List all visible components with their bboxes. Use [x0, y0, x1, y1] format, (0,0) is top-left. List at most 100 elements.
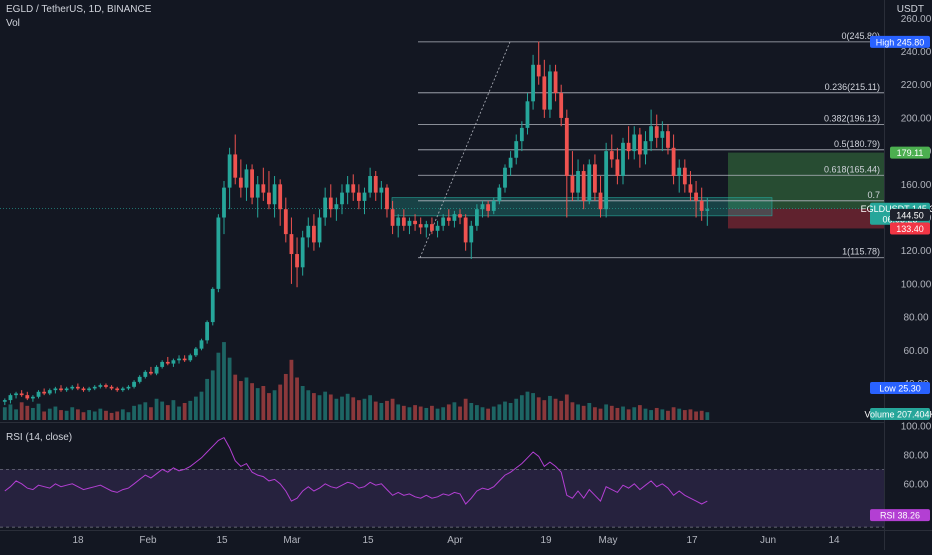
- candle-body: [278, 184, 283, 210]
- volume-bar: [272, 390, 277, 420]
- volume-bar: [261, 386, 266, 420]
- time-tick-label: 15: [216, 535, 228, 546]
- volume-bar: [283, 373, 288, 420]
- candle-body: [2, 400, 7, 402]
- candle-body: [407, 220, 412, 226]
- candle-body: [193, 348, 198, 356]
- candle-body: [25, 395, 30, 399]
- volume-bar: [295, 377, 299, 420]
- candle-body: [59, 388, 63, 391]
- volume-bar: [559, 400, 564, 420]
- volume-bar: [458, 406, 462, 420]
- candle-body: [19, 393, 24, 396]
- candle-body: [491, 200, 496, 211]
- volume-bar: [177, 406, 181, 420]
- candle-body: [238, 177, 243, 188]
- candle-body: [188, 355, 193, 361]
- volume-bar: [250, 383, 254, 420]
- price-tag-label: High 245.80: [876, 37, 925, 47]
- candle-body: [340, 192, 344, 205]
- volume-bar: [149, 407, 153, 420]
- rsi-line: [4, 436, 708, 505]
- candle-body: [362, 192, 367, 201]
- time-tick-label: 19: [540, 535, 552, 546]
- volume-bar: [356, 400, 361, 420]
- candle-body: [356, 192, 361, 201]
- volume-bar: [570, 402, 575, 420]
- volume-bar: [390, 398, 395, 420]
- volume-bar: [328, 394, 333, 420]
- price-tag-bg: [890, 208, 930, 221]
- candle-body: [149, 371, 153, 374]
- candle-body: [306, 225, 311, 238]
- price-tick-label: 240.00: [901, 47, 932, 58]
- volume-bar: [14, 409, 18, 420]
- rsi-tick-label: 80.00: [903, 450, 928, 461]
- price-tick-label: 200.00: [901, 113, 932, 124]
- volume-bar: [244, 377, 249, 420]
- volume-bar: [564, 394, 569, 420]
- volume-bar: [525, 391, 530, 420]
- volume-bar: [205, 378, 210, 420]
- fib-level-label: 0.618(165.44): [824, 164, 880, 174]
- candle-body: [233, 154, 238, 178]
- pane-separator: [0, 422, 884, 423]
- candle-body: [581, 171, 586, 201]
- volume-bar: [2, 407, 7, 420]
- volume-bar: [649, 410, 654, 420]
- candle-body: [312, 225, 316, 243]
- rsi-tick-label: 60.00: [903, 479, 928, 490]
- candle-body: [165, 361, 170, 364]
- volume-bar: [193, 396, 198, 420]
- volume-bar: [609, 405, 614, 420]
- loss-zone: [728, 208, 884, 229]
- volume-bar: [59, 410, 63, 420]
- volume-bar: [621, 406, 625, 420]
- candle-body: [553, 71, 558, 94]
- candle-body: [401, 217, 406, 226]
- volume-bar: [19, 402, 24, 420]
- candle-body: [637, 134, 642, 155]
- volume-bar: [480, 407, 485, 420]
- candle-body: [694, 192, 698, 201]
- candle-body: [626, 142, 631, 152]
- candle-body: [171, 360, 176, 364]
- candle-body: [615, 159, 620, 177]
- candle-body: [682, 167, 687, 185]
- candle-body: [300, 237, 305, 268]
- fib-level-label: 0.382(196.13): [824, 113, 880, 123]
- candle-body: [587, 164, 592, 201]
- volume-bar: [278, 384, 283, 420]
- candle-body: [42, 391, 47, 394]
- candle-body: [115, 388, 120, 391]
- volume-bar: [312, 393, 316, 420]
- candle-body: [75, 386, 80, 389]
- volume-bar: [430, 405, 434, 420]
- time-tick-label: Jun: [760, 535, 776, 546]
- candle-body: [609, 151, 614, 160]
- volume-bar: [81, 412, 86, 420]
- volume-bar: [306, 390, 311, 420]
- volume-bar: [36, 403, 41, 420]
- volume-bar: [8, 404, 13, 420]
- volume-bar: [160, 401, 165, 420]
- rsi-title: RSI (14, close): [6, 432, 72, 443]
- volume-bar: [87, 410, 92, 420]
- volume-bar: [137, 404, 142, 420]
- time-tick-label: Feb: [139, 535, 157, 546]
- volume-bar: [222, 342, 226, 420]
- volume-bar: [255, 388, 260, 420]
- volume-bar: [536, 397, 541, 420]
- candle-body: [154, 366, 159, 374]
- volume-bar: [334, 398, 339, 420]
- volume-bar: [53, 406, 58, 420]
- rsi-tick-label: 100.00: [901, 422, 932, 433]
- candle-body: [390, 209, 395, 226]
- volume-bar: [109, 412, 114, 420]
- time-tick-label: 18: [72, 535, 84, 546]
- candle-body: [177, 358, 181, 361]
- volume-bar: [542, 400, 547, 420]
- candle-body: [210, 288, 215, 323]
